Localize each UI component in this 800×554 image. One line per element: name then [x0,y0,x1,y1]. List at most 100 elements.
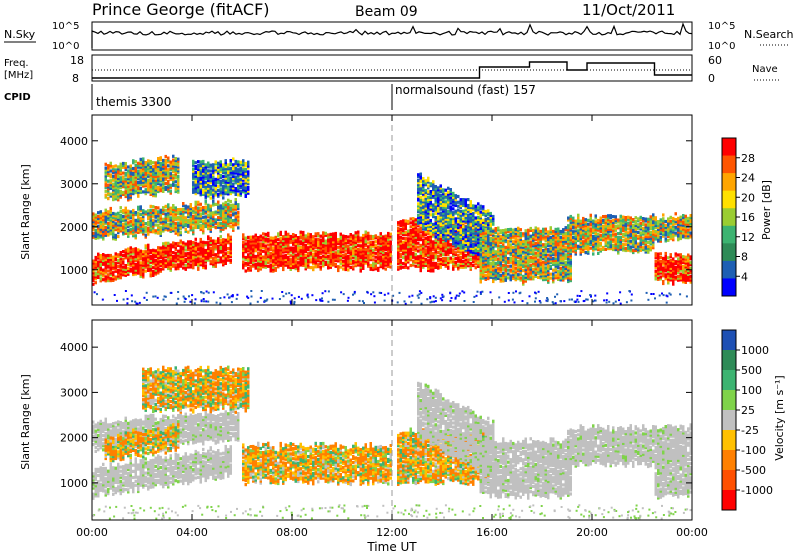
echo-cell [204,173,207,177]
echo-cell [229,260,232,264]
echo-cell [142,184,145,188]
echo-cell [249,264,252,268]
echo-cell [137,183,140,187]
echo-cell [417,249,420,253]
echo-cell [219,175,222,179]
echo-cell [219,244,222,248]
echo-cell [197,223,200,228]
echo-cell [222,249,225,253]
echo-cell [109,257,112,261]
echo-cell [192,232,195,236]
echo-cell [312,262,315,266]
echo-cell [279,246,282,250]
echo-cell [384,255,387,260]
echo-cell [152,194,155,198]
echo-cell [194,165,197,169]
echo-cell [162,185,165,190]
echo-cell [302,232,305,236]
echo-cell [134,251,137,255]
echo-cell [122,261,125,265]
echo-cell [287,259,290,263]
echo-cell [314,238,317,242]
echo-cell [107,185,110,189]
echo-cell [364,261,367,265]
echo-cell [214,258,217,263]
echo-cell [257,236,260,240]
echo-cell [264,261,267,265]
echo-cell [219,164,222,168]
echo-cell [364,257,367,261]
echo-cell [447,243,450,247]
echo-cell [229,251,232,255]
echo-cell [92,263,95,267]
echo-cell [267,237,270,241]
echo-cell [137,211,140,215]
echo-cell [199,253,202,257]
echo-cell [329,242,332,246]
echo-cell [364,251,367,255]
echo-cell [92,274,95,279]
echo-cell [449,260,452,264]
echo-cell [119,266,122,270]
echo-cell [167,168,170,172]
echo-cell [192,186,195,191]
echo-cell [182,215,185,219]
echo-cell [257,255,260,259]
echo-cell [222,175,225,179]
echo-cell [339,234,342,238]
echo-cell [109,271,112,275]
echo-cell [134,234,137,238]
echo-cell [274,251,277,255]
echo-cell [169,216,172,220]
echo-cell [267,260,270,264]
echo-cell [324,260,327,264]
echo-cell [167,189,170,193]
echo-cell [112,261,115,265]
echo-cell [219,227,222,231]
echo-cell [414,235,417,239]
echo-cell [309,240,312,244]
echo-cell [289,258,292,262]
echo-cell [294,238,297,242]
echo-cell [152,220,155,224]
echo-cell [134,211,137,215]
echo-cell [404,254,407,258]
echo-cell [249,258,252,262]
echo-cell [117,217,120,221]
echo-cell [147,259,150,263]
echo-cell [247,249,250,253]
echo-cell [429,213,432,217]
echo-cell [234,198,237,202]
echo-cell [437,215,440,219]
echo-cell [197,218,200,222]
echo-cell [202,244,205,248]
echo-cell [197,263,200,267]
echo-cell [499,244,502,248]
echo-cell [109,184,112,189]
echo-cell [417,264,420,268]
echo-cell [322,248,325,252]
echo-cell [327,233,330,237]
echo-cell [267,251,270,255]
echo-cell [349,234,352,239]
echo-cell [97,218,100,222]
echo-cell [149,179,152,183]
echo-cell [192,254,195,258]
echo-cell [242,188,245,192]
echo-cell [272,269,275,273]
echo-cell [347,262,350,266]
echo-cell [404,238,407,242]
echo-cell [147,215,150,219]
echo-cell [282,258,285,262]
echo-cell [104,166,107,170]
echo-cell [124,167,127,171]
echo-cell [402,242,405,246]
echo-cell [174,229,177,233]
echo-cell [359,259,362,263]
echo-cell [154,251,157,255]
echo-cell [172,213,175,217]
echo-cell [187,259,190,263]
echo-cell [207,254,210,258]
echo-cell [417,255,420,259]
echo-cell [99,231,102,235]
